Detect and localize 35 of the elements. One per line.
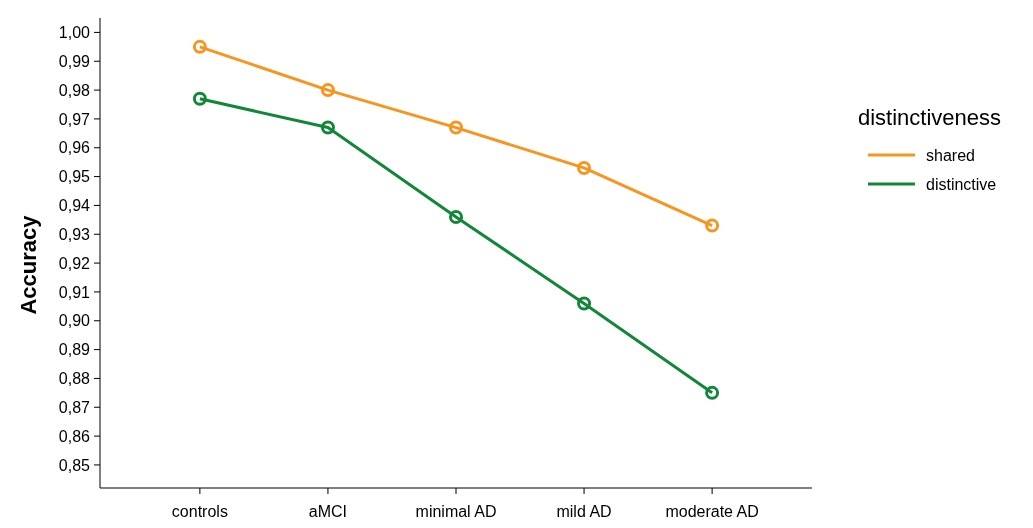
- x-tick-label: aMCI: [308, 503, 348, 520]
- y-tick-label: 0,98: [58, 81, 91, 99]
- point: [320, 120, 335, 135]
- y-tick-label: 0,92: [58, 254, 91, 272]
- point: [577, 160, 592, 175]
- x-tick-label: mild AD: [556, 503, 612, 520]
- y-tick-label: 0,99: [58, 52, 91, 70]
- legend-label: distinctive: [926, 175, 997, 193]
- point: [449, 120, 463, 135]
- y-tick-label: 0,96: [58, 139, 91, 157]
- point: [192, 39, 207, 54]
- y-tick-label: 0,87: [58, 398, 91, 416]
- y-tick-label: 0,97: [58, 110, 91, 128]
- y-axis-title: Accuracy: [16, 214, 41, 315]
- y-tick-label: 0,95: [58, 168, 91, 186]
- y-tick-label: 0,89: [58, 341, 91, 359]
- y-tick-label: 0,90: [58, 312, 91, 330]
- legend-title: distinctiveness: [858, 105, 1002, 130]
- y-tick-label: 0,85: [58, 456, 91, 474]
- point: [320, 83, 335, 98]
- y-tick-label: 0,88: [58, 370, 91, 388]
- point: [577, 296, 592, 311]
- point: [705, 218, 720, 233]
- point: [192, 91, 207, 106]
- x-tick-label: moderate AD: [665, 503, 759, 520]
- y-tick-label: 1,00: [58, 24, 91, 42]
- x-tick-label: controls: [171, 503, 228, 520]
- x-tick-label: minimal AD: [415, 503, 497, 520]
- y-tick-label: 0,94: [58, 197, 91, 215]
- point: [705, 385, 720, 400]
- legend-label: shared: [926, 146, 975, 164]
- y-tick-label: 0,93: [58, 225, 91, 243]
- y-tick-label: 0,86: [58, 427, 91, 445]
- point: [449, 209, 463, 224]
- y-tick-label: 0,91: [58, 283, 91, 301]
